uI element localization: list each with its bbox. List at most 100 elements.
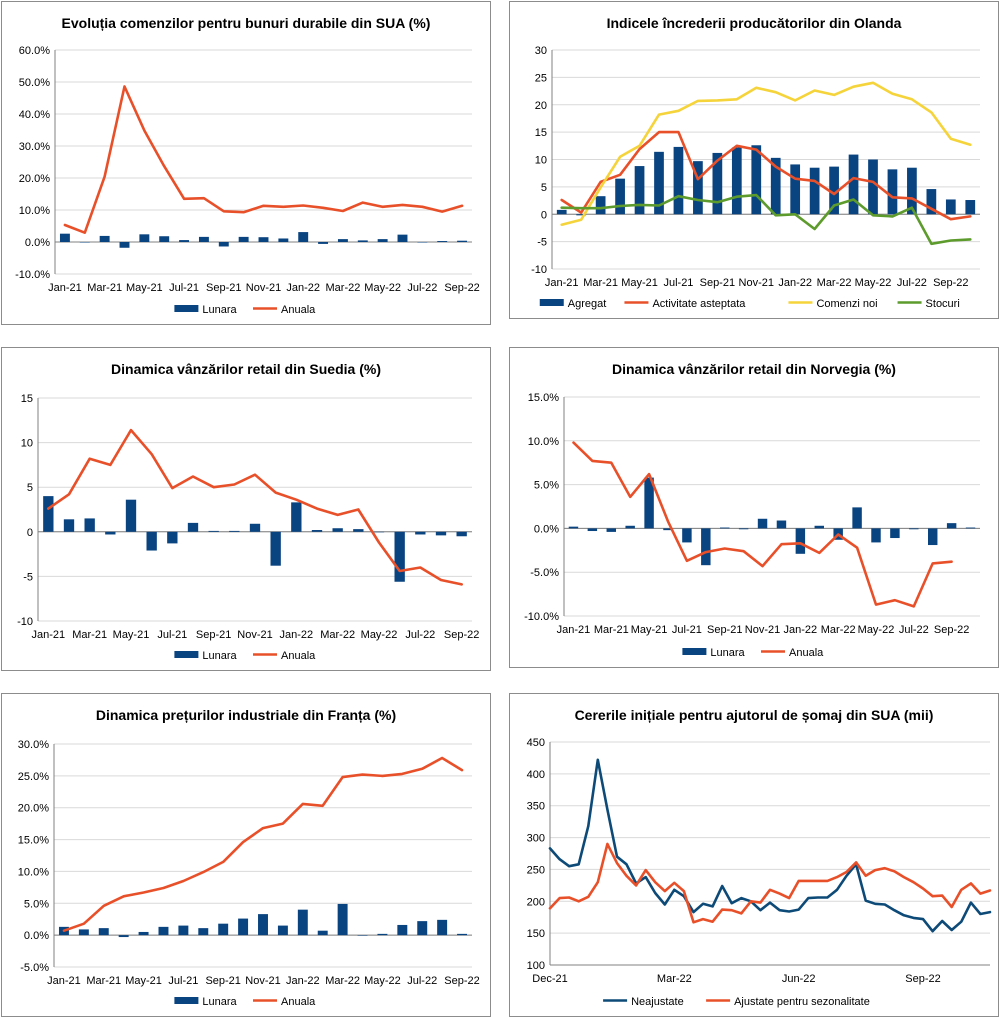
x-tick-label: Sep-21	[206, 282, 241, 294]
bar-agregat	[673, 146, 684, 215]
y-tick-label: 15.0%	[18, 835, 49, 847]
bar-lunara	[377, 933, 388, 936]
bar-lunara	[457, 933, 468, 936]
bar-lunara	[208, 530, 219, 532]
bar-lunara	[298, 232, 309, 242]
line-stocuri	[560, 193, 972, 246]
y-tick-label: 150	[527, 928, 545, 940]
bar-lunara	[738, 528, 749, 530]
y-tick-label: 0.0%	[24, 930, 49, 942]
x-tick-label: Jul-21	[169, 282, 199, 294]
legend-label: Comenzi noi	[816, 298, 877, 310]
legend-label: Lunara	[202, 650, 237, 662]
bar-lunara	[278, 238, 289, 242]
chart-title: Dinamica vânzărilor retail din Suedia (%…	[111, 361, 381, 377]
x-tick-label: Jan-21	[32, 629, 66, 641]
bar-lunara	[394, 531, 405, 582]
y-tick-label: -5.0%	[20, 962, 49, 974]
bar-lunara	[965, 527, 976, 529]
chart-usa-initial-jobless-claims: Cererile inițiale pentru ajutorul de șom…	[509, 693, 999, 1017]
legend-label: Anuala	[281, 650, 316, 662]
x-tick-label: Nov-21	[745, 624, 780, 636]
y-tick-label: 200	[527, 896, 545, 908]
y-tick-label: -10	[17, 616, 33, 628]
x-tick-label: Mar-22	[821, 624, 856, 636]
chart-title: Dinamica vânzărilor retail din Norvegia …	[612, 361, 896, 377]
x-tick-label: Mar-22	[325, 975, 360, 987]
x-tick-label: Mar-22	[320, 629, 355, 641]
x-tick-label: Mar-21	[86, 975, 121, 987]
bar-lunara	[311, 530, 323, 532]
x-tick-label: Jan-22	[784, 624, 818, 636]
bar-lunara	[158, 926, 169, 936]
bar-agregat	[887, 169, 898, 215]
x-tick-label: Jan-22	[280, 629, 314, 641]
x-tick-label: Jan-21	[48, 282, 82, 294]
bar-agregat	[731, 147, 742, 215]
bar-lunara	[871, 528, 881, 543]
bar-lunara	[277, 925, 288, 936]
line-anuala	[62, 756, 464, 932]
y-tick-label: 30	[535, 45, 547, 57]
x-tick-label: May-21	[621, 277, 658, 289]
bar-lunara	[397, 234, 408, 242]
bar-lunara	[457, 240, 468, 242]
y-tick-label: 25.0%	[18, 771, 49, 783]
bar-lunara	[291, 502, 302, 532]
x-tick-label: Sep-22	[444, 629, 479, 641]
bar-lunara	[238, 236, 249, 242]
x-tick-label: Jul-22	[407, 975, 437, 987]
y-tick-label: 450	[527, 737, 545, 749]
x-tick-label: May-22	[364, 975, 401, 987]
x-tick-label: Mar-22	[657, 973, 692, 985]
line-activitate-asteptata	[560, 130, 972, 221]
chart-france-industrial-prices: Dinamica prețurilor industriale din Fran…	[1, 693, 491, 1017]
bar-lunara	[568, 526, 579, 529]
x-tick-label: May-22	[855, 277, 892, 289]
x-tick-label: May-21	[631, 624, 668, 636]
y-tick-label: -10.0%	[524, 611, 559, 623]
bar-lunara	[84, 518, 95, 532]
legend-bar-swatch	[539, 299, 564, 306]
bar-lunara	[167, 531, 178, 544]
bar-lunara	[437, 919, 448, 936]
x-tick-label: Sep-21	[700, 277, 735, 289]
bar-lunara	[297, 909, 308, 936]
bar-agregat	[556, 209, 567, 215]
bar-lunara	[118, 935, 129, 938]
x-tick-label: Dec-21	[532, 973, 567, 985]
legend-bar-swatch	[174, 651, 199, 658]
y-tick-label: -5	[23, 571, 33, 583]
legend-bar-swatch	[174, 997, 199, 1004]
bar-lunara	[757, 518, 768, 529]
y-tick-label: 300	[527, 833, 545, 845]
bar-lunara	[606, 528, 616, 532]
y-tick-label: 15	[535, 127, 547, 139]
bar-lunara	[159, 236, 170, 242]
x-tick-label: Jan-21	[545, 277, 579, 289]
bar-lunara	[187, 522, 199, 532]
legend-label: Ajustate pentru sezonalitate	[734, 996, 870, 1008]
x-tick-label: Jan-21	[47, 975, 81, 987]
bar-lunara	[179, 240, 190, 242]
x-tick-label: Jan-22	[286, 975, 320, 987]
bar-lunara	[43, 496, 54, 532]
x-tick-label: Mar-21	[87, 282, 122, 294]
bar-lunara	[357, 935, 368, 936]
line-anuala	[572, 441, 953, 608]
bar-agregat	[965, 200, 976, 215]
bar-lunara	[701, 528, 711, 566]
bar-lunara	[852, 507, 862, 529]
bar-agregat	[926, 189, 937, 215]
y-tick-label: 5	[27, 482, 33, 494]
bar-agregat	[751, 145, 762, 215]
legend-bar-swatch	[682, 648, 707, 655]
bar-lunara	[437, 241, 448, 242]
chart-title: Cererile inițiale pentru ajutorul de șom…	[575, 707, 934, 723]
chart-svg: Dinamica prețurilor industriale din Fran…	[18, 707, 480, 1008]
legend-label: Lunara	[710, 647, 745, 659]
bar-lunara	[776, 520, 787, 529]
x-tick-label: Nov-21	[246, 282, 281, 294]
bar-lunara	[317, 930, 328, 936]
legend-label: Lunara	[202, 996, 237, 1008]
